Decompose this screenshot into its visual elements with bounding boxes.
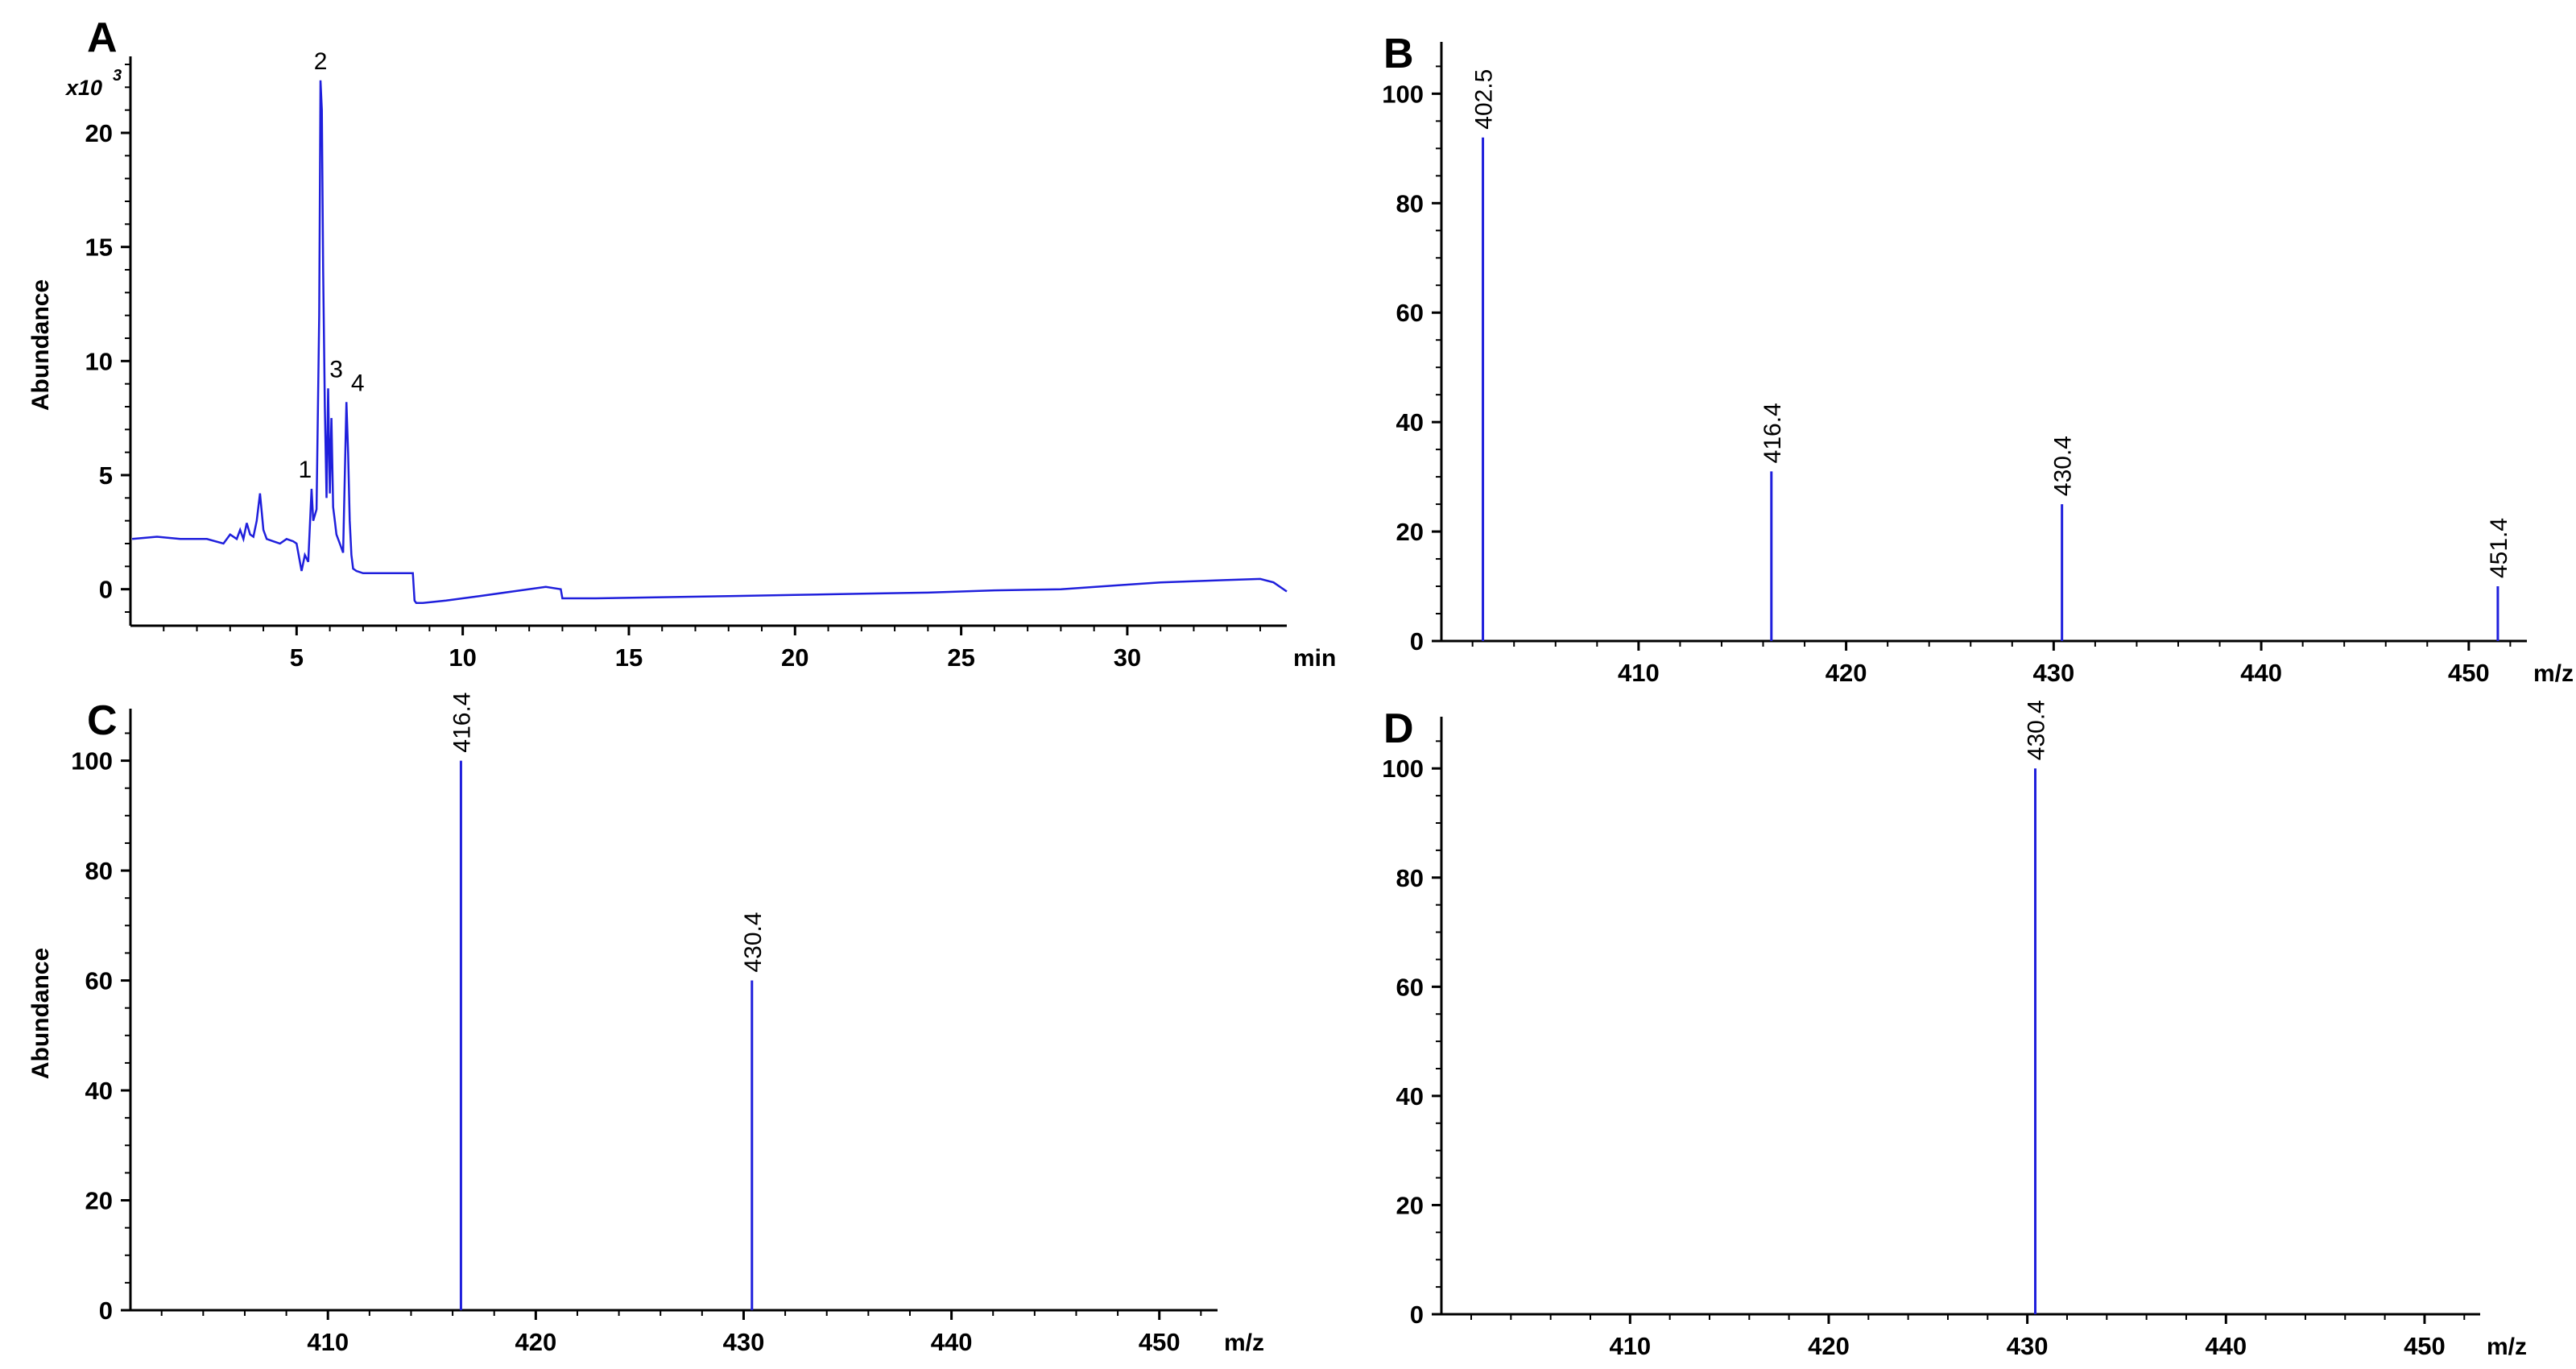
x-tick-label: 10	[449, 643, 476, 672]
y-tick-label: 20	[1396, 1191, 1424, 1219]
x-tick-label: 430	[2007, 1332, 2049, 1360]
y-tick-label: 5	[99, 461, 113, 490]
peak-mz-label: 416.4	[449, 693, 475, 753]
x-tick-label: 440	[2240, 659, 2282, 687]
x-axis-label: m/z	[1224, 1330, 1264, 1356]
y-tick-label: 80	[1396, 189, 1424, 217]
chromatogram-trace	[131, 80, 1288, 604]
y-tick-label: 20	[85, 1187, 113, 1215]
y-tick-label: 100	[1382, 755, 1424, 783]
y-tick-label: 40	[1396, 1082, 1424, 1111]
x-tick-label: 20	[781, 643, 808, 672]
y-tick-label: 10	[85, 347, 113, 375]
peak-mz-label: 430.4	[2050, 436, 2077, 496]
x-tick-label: 410	[307, 1328, 349, 1356]
x-axis-label: min	[1293, 645, 1336, 672]
x-axis-label: m/z	[2533, 660, 2574, 687]
y-multiplier-exponent: 3	[113, 67, 122, 85]
chart-panel-c: C 0 20 40 60 80 100 410 420 430 440 450 m/z Abundance…	[27, 693, 1264, 1356]
peak-mz-label: 430.4	[2023, 700, 2049, 760]
y-tick-label: 80	[1396, 864, 1424, 892]
peak-label-4: 4	[351, 370, 365, 396]
x-tick-label: 440	[931, 1328, 973, 1356]
y-tick-label: 80	[85, 857, 113, 885]
x-tick-label: 410	[1609, 1332, 1651, 1360]
y-multiplier-label: x10	[64, 76, 102, 100]
panel-letter: D	[1383, 705, 1414, 752]
x-tick-label: 430	[723, 1328, 765, 1356]
y-tick-label: 0	[99, 576, 113, 604]
y-tick-label: 0	[1410, 1301, 1424, 1329]
x-tick-label: 410	[1618, 659, 1660, 687]
x-tick-label: 25	[947, 643, 974, 672]
y-tick-label: 60	[1396, 973, 1424, 1001]
x-tick-label: 450	[1139, 1328, 1180, 1356]
y-axis-label: Abundance	[27, 279, 54, 411]
y-tick-label: 20	[85, 119, 113, 147]
x-tick-label: 430	[2032, 659, 2074, 687]
chart-panel-b: B 0 20 40 60 80 100 410 420 430 440 450 m/z 402.5 416.…	[1382, 31, 2574, 687]
x-tick-label: 15	[615, 643, 643, 672]
panel-letter: C	[87, 697, 118, 744]
y-tick-label: 40	[85, 1077, 113, 1105]
x-tick-label: 450	[2404, 1332, 2446, 1360]
x-tick-label: 5	[290, 643, 304, 672]
y-tick-label: 100	[71, 747, 113, 775]
y-tick-label: 0	[99, 1297, 113, 1325]
y-tick-label: 60	[1396, 299, 1424, 327]
peak-mz-label: 430.4	[740, 912, 767, 972]
peak-mz-label: 451.4	[2486, 518, 2512, 578]
x-tick-label: 420	[515, 1328, 556, 1356]
y-tick-label: 100	[1382, 80, 1424, 108]
peak-label-1: 1	[298, 457, 312, 483]
y-tick-label: 40	[1396, 408, 1424, 436]
chart-panel-d: D 0 20 40 60 80 100 410 420 430 440 450 m/z 430.4	[1382, 700, 2527, 1360]
y-tick-label: 15	[85, 234, 113, 262]
y-tick-label: 20	[1396, 518, 1424, 546]
x-tick-label: 440	[2205, 1332, 2247, 1360]
x-tick-label: 420	[1826, 659, 1867, 687]
peak-label-3: 3	[329, 356, 343, 383]
x-tick-label: 450	[2448, 659, 2490, 687]
x-tick-label: 420	[1808, 1332, 1850, 1360]
panel-letter: A	[87, 14, 118, 61]
panel-letter: B	[1383, 31, 1414, 77]
peak-mz-label: 402.5	[1471, 69, 1498, 130]
y-tick-label: 0	[1410, 627, 1424, 656]
x-tick-label: 30	[1114, 643, 1141, 672]
x-axis-label: m/z	[2487, 1334, 2527, 1360]
peak-label-2: 2	[314, 48, 328, 75]
y-axis-label: Abundance	[27, 948, 54, 1079]
y-tick-label: 60	[85, 967, 113, 995]
peak-mz-label: 416.4	[1759, 403, 1786, 463]
